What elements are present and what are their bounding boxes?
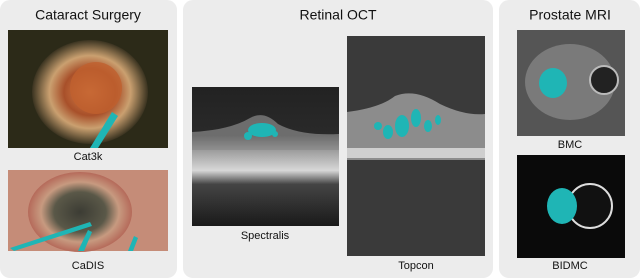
panel-title: Cataract Surgery xyxy=(35,7,141,23)
image-caption: BIDMC xyxy=(552,260,588,272)
panel-title: Prostate MRI xyxy=(529,7,611,23)
image-caption: Topcon xyxy=(398,260,433,272)
image-caption: Cat3k xyxy=(74,151,103,163)
image xyxy=(347,36,485,256)
image xyxy=(8,30,168,148)
image-caption: Spectralis xyxy=(241,230,290,242)
panel-title: Retinal OCT xyxy=(299,7,376,23)
image-caption: CaDIS xyxy=(72,260,104,272)
image-caption: BMC xyxy=(558,139,583,151)
image xyxy=(8,170,168,252)
image xyxy=(192,87,339,226)
image xyxy=(517,30,625,136)
image xyxy=(517,155,625,258)
